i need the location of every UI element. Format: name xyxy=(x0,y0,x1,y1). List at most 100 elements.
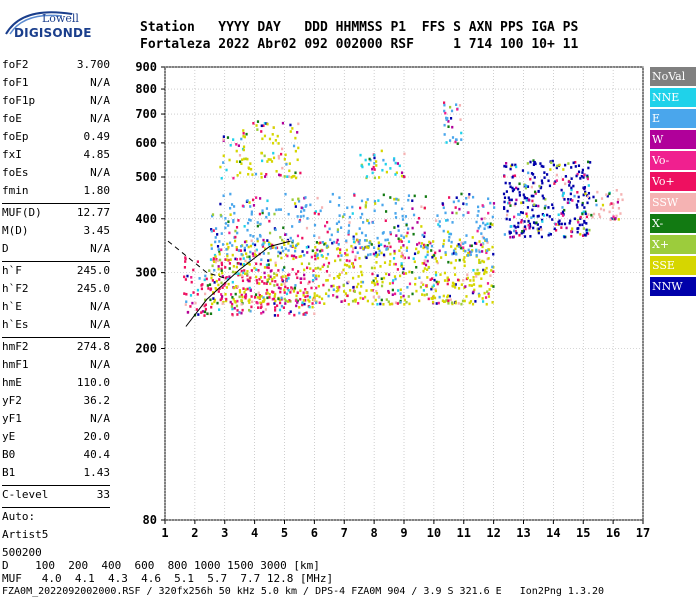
echo-point xyxy=(394,212,397,215)
echo-point xyxy=(276,304,279,307)
echo-point xyxy=(294,149,297,153)
echo-point xyxy=(412,213,416,217)
param-value: 4.85 xyxy=(83,148,111,161)
echo-point xyxy=(511,163,514,167)
echo-point xyxy=(220,269,223,272)
echo-point xyxy=(503,164,506,168)
echo-point xyxy=(387,300,390,304)
echo-point xyxy=(238,160,242,164)
echo-point xyxy=(477,209,480,213)
echo-point xyxy=(350,262,354,265)
echo-point xyxy=(247,172,250,176)
echo-point xyxy=(249,219,252,222)
echo-point xyxy=(302,313,305,316)
echo-point xyxy=(567,162,570,165)
echo-point xyxy=(281,275,284,278)
echo-point xyxy=(539,162,542,165)
echo-point xyxy=(286,287,289,290)
echo-point xyxy=(444,251,447,254)
echo-point xyxy=(340,271,344,274)
echo-point xyxy=(492,202,496,205)
echo-point xyxy=(359,216,362,219)
echo-point xyxy=(508,182,511,185)
echo-point xyxy=(260,305,263,308)
echo-point xyxy=(248,286,251,290)
echo-point xyxy=(268,296,271,299)
echo-point xyxy=(372,165,375,169)
echo-point xyxy=(232,220,235,224)
echo-point xyxy=(272,297,276,301)
echo-point xyxy=(242,287,245,290)
echo-point xyxy=(511,175,514,179)
echo-point xyxy=(398,249,401,253)
echo-point xyxy=(471,302,475,306)
echo-point xyxy=(380,298,383,302)
echo-point xyxy=(420,225,423,228)
param-row-yf2: yF2 36.2 xyxy=(2,394,110,412)
echo-point xyxy=(422,283,425,286)
echo-point xyxy=(576,190,579,194)
echo-point xyxy=(271,246,274,250)
echo-point xyxy=(231,270,235,274)
echo-point xyxy=(523,220,526,223)
echo-point xyxy=(537,229,540,233)
echo-point xyxy=(209,312,213,316)
echo-point xyxy=(374,253,377,257)
echo-point xyxy=(433,278,436,282)
echo-point xyxy=(228,241,232,245)
echo-point xyxy=(580,174,583,178)
echo-point xyxy=(448,294,452,298)
echo-point xyxy=(454,247,457,251)
echo-point xyxy=(364,239,367,242)
echo-point xyxy=(540,164,543,168)
echo-point xyxy=(249,250,252,254)
echo-point xyxy=(380,243,383,246)
echo-point xyxy=(505,190,508,193)
echo-point xyxy=(526,162,529,165)
echo-point xyxy=(291,175,294,178)
echo-point xyxy=(510,225,513,228)
echo-point xyxy=(537,204,540,208)
echo-point xyxy=(586,177,590,181)
echo-point xyxy=(284,299,287,303)
echo-point xyxy=(275,208,278,212)
echo-point xyxy=(621,198,624,202)
echo-point xyxy=(584,212,587,216)
echo-point xyxy=(215,288,218,291)
echo-point xyxy=(412,232,415,236)
echo-point xyxy=(515,198,518,202)
param-row-foe: foE N/A xyxy=(2,112,110,130)
echo-point xyxy=(527,171,530,175)
echo-point xyxy=(421,233,424,237)
echo-point xyxy=(436,214,439,217)
echo-point xyxy=(385,298,388,301)
echo-point xyxy=(394,277,397,281)
echo-point xyxy=(228,231,231,235)
echo-point xyxy=(449,105,452,109)
echo-point xyxy=(460,302,463,306)
echo-point xyxy=(319,267,322,271)
echo-point xyxy=(265,282,268,285)
echo-point xyxy=(469,300,473,303)
echo-point xyxy=(434,271,438,274)
echo-point xyxy=(347,224,351,227)
echo-point xyxy=(407,227,410,231)
echo-point xyxy=(241,308,244,312)
echo-point xyxy=(313,223,317,227)
echo-point xyxy=(382,158,385,162)
echo-point xyxy=(405,234,408,238)
echo-point xyxy=(355,285,359,289)
echo-point xyxy=(358,256,361,260)
echo-point xyxy=(398,164,401,168)
echo-point xyxy=(532,173,535,176)
echo-point xyxy=(250,239,253,243)
echo-point xyxy=(485,239,488,243)
echo-point xyxy=(467,248,470,252)
echo-point xyxy=(476,268,479,272)
echo-point xyxy=(221,286,224,289)
echo-point xyxy=(487,248,490,251)
echo-point xyxy=(300,210,303,213)
echo-point xyxy=(258,212,262,216)
echo-point xyxy=(443,123,446,127)
echo-point xyxy=(393,197,396,201)
